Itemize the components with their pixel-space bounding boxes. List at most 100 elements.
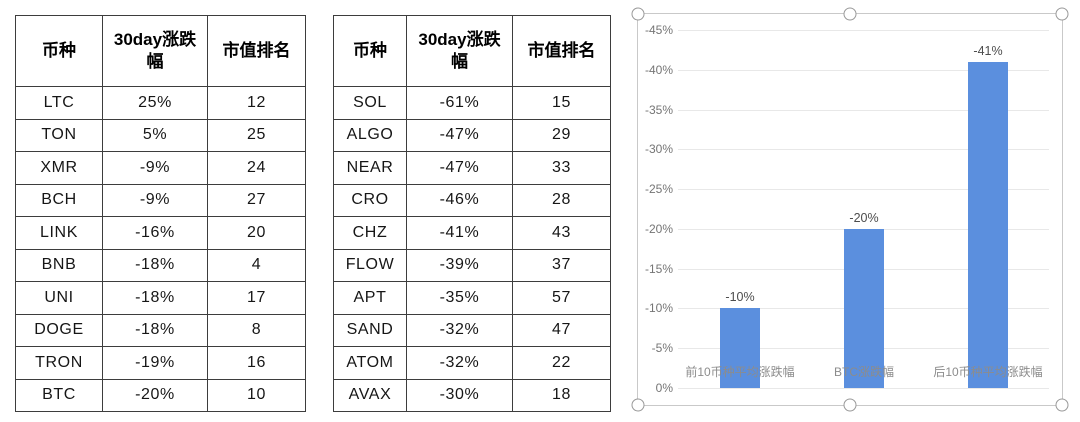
top10-coins-table-container: 币种 30day涨跌幅 市值排名 LTC 25% 12 TON 5% 25 XMR -9% 24 BCH… <box>15 15 306 412</box>
table-row: DOGE -18% 8 <box>15 313 306 347</box>
selection-handle-bottom-center[interactable] <box>843 398 857 412</box>
change-percent-cell: -9% <box>102 183 208 217</box>
coin-symbol-cell: UNI <box>15 281 103 315</box>
marketcap-rank-cell: 37 <box>512 248 611 282</box>
change-percent-cell: -61% <box>406 86 513 120</box>
table-row: BCH -9% 27 <box>15 183 306 217</box>
bottom10-coins-table: 币种 30day涨跌幅 市值排名 SOL -61% 15 ALGO -47% 29 NEAR -47… <box>333 15 611 412</box>
marketcap-rank-cell: 43 <box>512 216 611 250</box>
bottom10-coins-table-container: 币种 30day涨跌幅 市值排名 SOL -61% 15 ALGO -47% 29 NEAR -47… <box>333 15 611 412</box>
column-header-label: 市值排名 <box>527 40 596 60</box>
x-axis-category-label: 后10币种平均涨跌幅 <box>933 365 1043 379</box>
coin-symbol-cell: TRON <box>15 346 103 380</box>
bar-data-label: -10% <box>725 290 755 305</box>
marketcap-rank-cell: 33 <box>512 151 611 185</box>
change-bar-chart[interactable]: -45% -40% -35% -30% -25% -20% -15% -10% -5% 0% -10… <box>631 7 1069 412</box>
coin-symbol-cell: DOGE <box>15 313 103 347</box>
selection-handle-top-left[interactable] <box>631 7 645 21</box>
table-row: ATOM -32% 22 <box>333 346 611 380</box>
coin-symbol-cell: BCH <box>15 183 103 217</box>
chart-bar[interactable] <box>844 228 884 388</box>
change-percent-cell: -47% <box>406 151 513 185</box>
change-percent-cell: -18% <box>102 313 208 347</box>
table-row: FLOW -39% 37 <box>333 248 611 282</box>
table-row: UNI -18% 17 <box>15 281 306 315</box>
change-percent-cell: -41% <box>406 216 513 250</box>
header-row: 币种 30day涨跌幅 市值排名 <box>15 15 306 87</box>
marketcap-rank-cell: 24 <box>207 151 306 185</box>
change-percent-cell: -30% <box>406 378 513 412</box>
y-axis-tick-label: -5% <box>651 341 673 356</box>
table-row: CHZ -41% 43 <box>333 216 611 250</box>
marketcap-rank-cell: 20 <box>207 216 306 250</box>
coin-symbol-cell: TON <box>15 118 103 152</box>
change-percent-cell: 25% <box>102 86 208 120</box>
marketcap-rank-cell: 15 <box>512 86 611 120</box>
coin-symbol-cell: SOL <box>333 86 407 120</box>
coin-symbol-cell: AVAX <box>333 378 407 412</box>
top10-coins-table: 币种 30day涨跌幅 市值排名 LTC 25% 12 TON 5% 25 XMR -9% 24 BCH… <box>15 15 306 412</box>
table-row: BTC -20% 10 <box>15 378 306 412</box>
header-row: 币种 30day涨跌幅 市值排名 <box>333 15 611 87</box>
y-axis-tick-label: -15% <box>644 261 673 276</box>
selection-handle-top-center[interactable] <box>843 7 857 21</box>
table-row: SOL -61% 15 <box>333 86 611 120</box>
y-axis-tick-label: -45% <box>644 23 673 37</box>
coin-symbol-cell: BTC <box>15 378 103 412</box>
marketcap-rank-cell: 28 <box>512 183 611 217</box>
coin-symbol-cell: SAND <box>333 313 407 347</box>
marketcap-rank-cell: 4 <box>207 248 306 282</box>
column-header-1: 30day涨跌幅 <box>102 15 208 87</box>
coin-symbol-cell: BNB <box>15 248 103 282</box>
gridline <box>678 388 1049 389</box>
marketcap-rank-cell: 10 <box>207 378 306 412</box>
marketcap-rank-cell: 8 <box>207 313 306 347</box>
y-axis-tick-label: -30% <box>644 142 673 157</box>
coin-symbol-cell: NEAR <box>333 151 407 185</box>
chart-bar[interactable] <box>968 61 1008 388</box>
coin-symbol-cell: FLOW <box>333 248 407 282</box>
coin-symbol-cell: XMR <box>15 151 103 185</box>
coin-symbol-cell: ALGO <box>333 118 407 152</box>
column-header-2: 市值排名 <box>207 15 306 87</box>
change-percent-cell: -32% <box>406 313 513 347</box>
bar-data-label: -41% <box>973 43 1003 58</box>
y-axis-tick-label: -10% <box>644 301 673 316</box>
coin-symbol-cell: APT <box>333 281 407 315</box>
coin-symbol-cell: CHZ <box>333 216 407 250</box>
y-axis-tick-label: -25% <box>644 182 673 197</box>
change-percent-cell: -19% <box>102 346 208 380</box>
chart-bar[interactable] <box>720 308 760 388</box>
column-header-0: 币种 <box>15 15 103 87</box>
column-header-label: 市值排名 <box>222 40 291 60</box>
change-percent-cell: -20% <box>102 378 208 412</box>
marketcap-rank-cell: 57 <box>512 281 611 315</box>
gridline <box>678 30 1049 31</box>
change-percent-cell: -47% <box>406 118 513 152</box>
coin-symbol-cell: LTC <box>15 86 103 120</box>
change-percent-cell: -18% <box>102 281 208 315</box>
selection-handle-top-right[interactable] <box>1055 7 1069 21</box>
column-header-2: 市值排名 <box>512 15 611 87</box>
column-header-1: 30day涨跌幅 <box>406 15 513 87</box>
table-row: SAND -32% 47 <box>333 313 611 347</box>
change-percent-cell: -16% <box>102 216 208 250</box>
change-percent-cell: -9% <box>102 151 208 185</box>
selection-handle-bottom-left[interactable] <box>631 398 645 412</box>
selection-handle-bottom-right[interactable] <box>1055 398 1069 412</box>
coin-symbol-cell: LINK <box>15 216 103 250</box>
change-percent-cell: 5% <box>102 118 208 152</box>
coin-symbol-cell: CRO <box>333 183 407 217</box>
column-header-label: 币种 <box>42 40 76 60</box>
table-row: BNB -18% 4 <box>15 248 306 282</box>
coin-symbol-cell: ATOM <box>333 346 407 380</box>
marketcap-rank-cell: 17 <box>207 281 306 315</box>
gridline <box>678 189 1049 191</box>
marketcap-rank-cell: 27 <box>207 183 306 217</box>
change-percent-cell: -18% <box>102 248 208 282</box>
y-axis-tick-label: -40% <box>644 62 673 77</box>
column-header-label: 30day涨跌幅 <box>418 30 501 71</box>
marketcap-rank-cell: 18 <box>512 378 611 412</box>
y-axis-tick-label: -20% <box>644 221 673 236</box>
